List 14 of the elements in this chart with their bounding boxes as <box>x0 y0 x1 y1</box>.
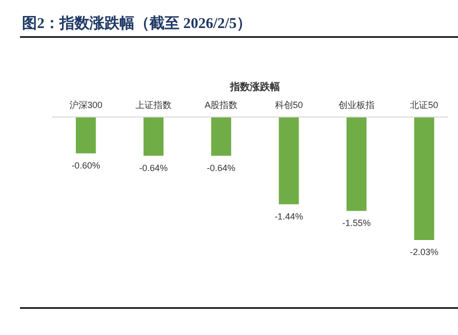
data-label: -0.64% <box>206 162 236 173</box>
data-label: -0.60% <box>72 160 100 170</box>
x-tick-label: A股指数 <box>204 100 238 110</box>
data-label: -0.64% <box>139 162 168 173</box>
x-tick-label: 上证指数 <box>136 100 172 110</box>
x-tick-label: 创业板指 <box>338 100 374 110</box>
data-label: -2.03% <box>410 247 438 257</box>
data-label: -1.55% <box>342 218 371 228</box>
x-tick-label: 科创50 <box>274 100 303 110</box>
data-label: -1.44% <box>274 211 304 222</box>
chart-title: 图2：指数涨跌幅（截至 2026/2/5） <box>22 15 252 32</box>
x-tick-label: 沪深300 <box>69 100 102 110</box>
chart-subtitle: 指数涨跌幅 <box>229 81 280 93</box>
x-tick-label: 北证50 <box>410 100 438 110</box>
